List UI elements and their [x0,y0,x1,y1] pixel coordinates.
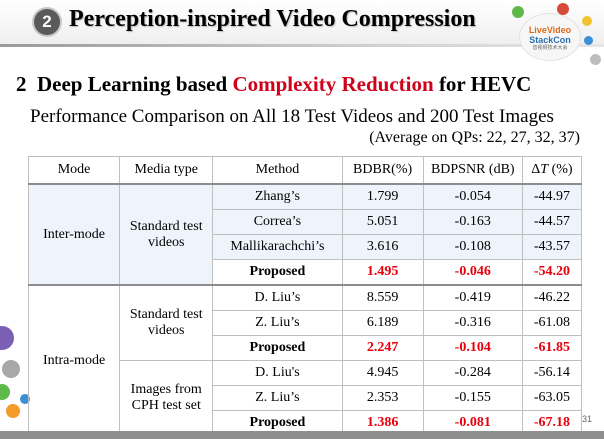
logo-text-line2: StackCon [529,35,571,45]
media-line1: Standard test [129,218,203,234]
logo-text-line1: LiveVideo [528,25,572,35]
delta-symbol: Δ [531,162,541,177]
page-number: 31 [582,414,593,424]
subtitle-number: 2 [16,72,27,96]
slide-header [0,0,604,46]
bdbr-cell: 8.559 [341,284,424,311]
decor-circle-gray [2,360,20,378]
bdbr-cell-proposed: 1.495 [341,259,424,286]
delta-t-cell: -44.57 [521,209,583,235]
bdbr-cell: 6.189 [341,310,424,336]
bdbr-cell: 2.353 [341,385,424,411]
decor-circle-red [557,3,569,15]
table-header-row: Mode Media type Method BDBR(%) BDPSNR (d… [27,156,583,185]
bdbr-cell: 4.945 [341,360,424,386]
bdpsnr-cell: -0.155 [422,385,523,411]
table-row: Intra-mode Standard test videos D. Liu’s… [27,284,583,436]
subtitle-suffix: for HEVC [438,72,532,96]
header-bdpsnr: BDPSNR (dB) [422,156,523,185]
slide-title: Perception-inspired Video Compression [69,6,476,32]
header-method: Method [212,156,343,185]
table-row: Correa’s 5.051 -0.163 -44.57 [29,209,583,235]
livevideostackcon-logo: LiveVideo StackCon 音视频技术大会 [520,14,580,60]
decor-circle-yellow [582,16,592,26]
bdpsnr-cell-proposed: -0.046 [422,259,523,286]
subtitle-prefix: Deep Learning based [37,72,228,96]
decor-circle-purple [0,326,14,350]
section-number-badge: 2 [34,9,60,35]
decor-circle-blue [584,36,593,45]
bdpsnr-cell: -0.316 [422,310,523,336]
delta-t-cell-proposed: -61.85 [521,335,583,361]
decor-circle-orange [6,404,20,418]
delta-t-var: T [540,162,549,177]
delta-t-cell: -43.57 [521,234,583,260]
media-line2: videos [147,234,185,250]
footer-bar [0,431,604,439]
header-bdbr: BDBR(%) [341,156,424,185]
delta-t-cell: -56.14 [521,360,583,386]
average-note: (Average on QPs: 22, 27, 32, 37) [369,129,580,146]
media-cell-intra-images: Images from CPH test set [119,360,214,436]
delta-t-cell: -63.05 [521,385,583,411]
header-media-type: Media type [119,156,214,185]
bdbr-cell: 5.051 [341,209,424,235]
header-mode: Mode [27,156,121,185]
bdpsnr-cell-proposed: -0.104 [422,335,523,361]
decor-circle-gray [590,54,601,65]
method-cell: Mallikarachchi’s [212,234,343,260]
bdpsnr-cell: -0.419 [422,284,523,311]
delta-t-cell: -44.97 [521,183,583,210]
media-line1: Images from [130,382,202,397]
table-row: Images from CPH test set D. Liu's 4.945 … [29,360,583,436]
bdpsnr-cell: -0.284 [422,360,523,386]
table-row: Z. Liu’s 6.189 -0.316 -61.08 [29,310,583,336]
mode-cell-intra: Intra-mode [27,284,121,436]
media-line2: videos [147,323,185,338]
header-divider [0,44,604,47]
logo-text-line3: 音视频技术大会 [532,45,568,51]
media-cell-intra-videos: Standard test videos [119,284,214,361]
delta-t-unit: (%) [548,162,573,177]
decor-circle-blue [20,394,30,404]
table-row: Inter-mode Standard test videos Zhang’s … [27,183,583,286]
method-cell: Correa’s [212,209,343,235]
method-cell-proposed: Proposed [212,335,343,361]
method-cell: Zhang’s [212,183,343,210]
subtitle-highlight: Complexity Reduction [232,72,434,96]
mode-cell-inter: Inter-mode [27,183,121,286]
table-row: Mallikarachchi’s 3.616 -0.108 -43.57 [29,234,583,260]
media-cell-inter: Standard test videos [119,183,214,286]
table-row-proposed: Proposed 1.495 -0.046 -54.20 [29,259,583,286]
bdbr-cell: 3.616 [341,234,424,260]
delta-t-cell: -46.22 [521,284,583,311]
media-line1: Standard test [129,307,203,322]
performance-table: Mode Media type Method BDBR(%) BDPSNR (d… [27,156,583,436]
method-cell: Z. Liu’s [212,310,343,336]
decor-circle-green [0,384,10,400]
header-delta-t: ΔT (%) [521,156,583,185]
bdbr-cell-proposed: 2.247 [341,335,424,361]
decor-circle-green [512,6,524,18]
bdpsnr-cell: -0.054 [422,183,523,210]
delta-t-cell-proposed: -54.20 [521,259,583,286]
media-line2: CPH test set [131,398,201,413]
section-subtitle: 2 Deep Learning based Complexity Reducti… [16,72,531,97]
method-cell: Z. Liu’s [212,385,343,411]
table-row: Z. Liu’s 2.353 -0.155 -63.05 [29,385,583,411]
bdpsnr-cell: -0.108 [422,234,523,260]
bdpsnr-cell: -0.163 [422,209,523,235]
performance-title: Performance Comparison on All 18 Test Vi… [30,106,554,127]
delta-t-cell: -61.08 [521,310,583,336]
method-cell-proposed: Proposed [212,259,343,286]
bdbr-cell: 1.799 [341,183,424,210]
method-cell: D. Liu's [212,360,343,386]
method-cell: D. Liu’s [212,284,343,311]
